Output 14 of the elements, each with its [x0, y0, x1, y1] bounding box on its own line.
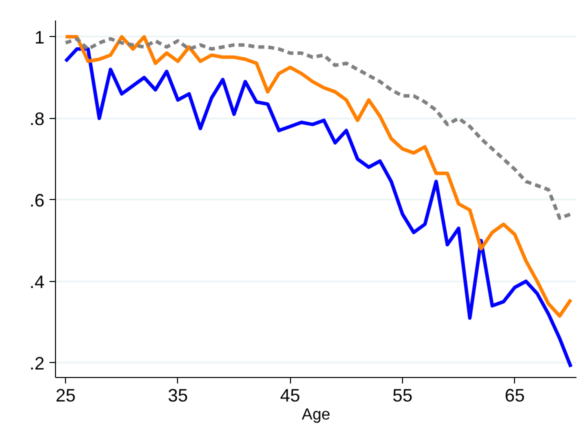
line-series: [64, 35, 573, 318]
line-series: [64, 37, 573, 220]
x-tick-label: 45: [280, 386, 300, 406]
x-tick-label: 65: [504, 386, 525, 406]
y-tick-label: .6: [29, 190, 45, 210]
y-tick-label: .4: [29, 272, 45, 292]
y-tick-label: .2: [29, 353, 45, 374]
x-axis-title: Age: [302, 406, 330, 424]
x-tick-label: 35: [168, 386, 188, 406]
y-tick-label: 1: [34, 27, 45, 48]
x-tick-label: 25: [56, 386, 76, 406]
line-series: [64, 47, 573, 369]
x-tick-label: 55: [392, 386, 412, 406]
y-tick-label: .8: [29, 108, 45, 129]
